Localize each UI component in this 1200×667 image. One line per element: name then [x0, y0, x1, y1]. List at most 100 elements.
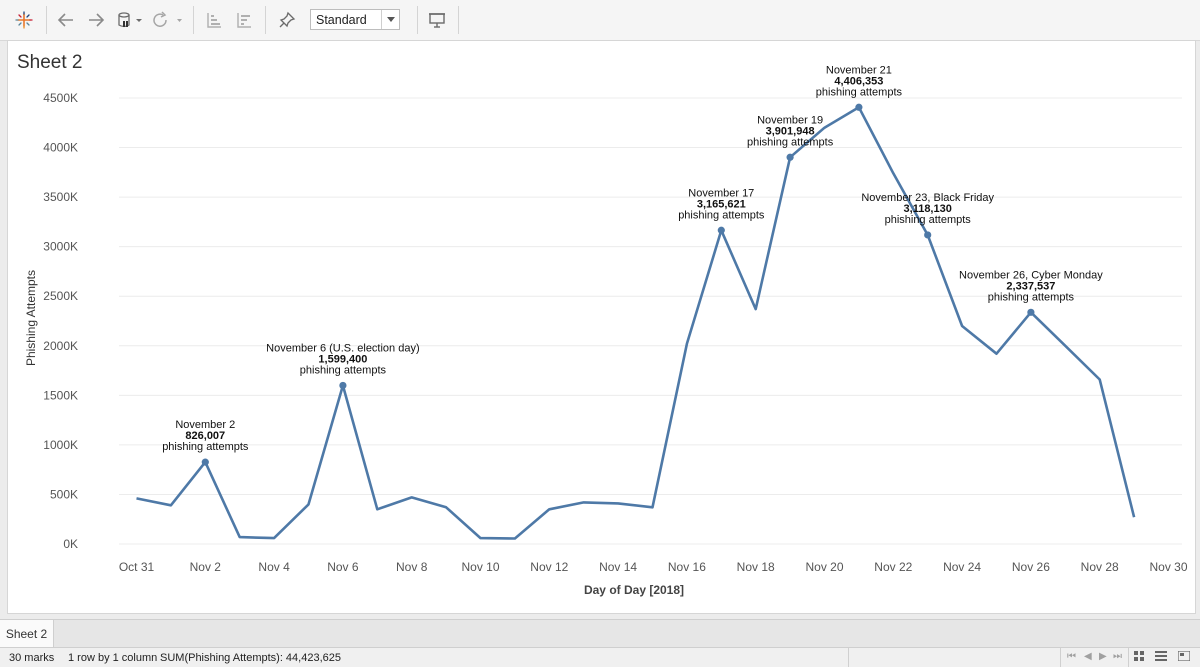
annotated-point[interactable] [855, 103, 863, 111]
annotation-label: 2,337,537 [1006, 280, 1055, 292]
x-tick-label: Nov 18 [737, 560, 775, 574]
data-point[interactable] [1097, 376, 1103, 382]
status-sum: SUM(Phishing Attempts): 44,423,625 [160, 652, 341, 664]
thumbnail-view-icon[interactable] [1177, 650, 1191, 664]
data-point[interactable] [994, 351, 1000, 357]
data-point[interactable] [1131, 514, 1137, 520]
data-point[interactable] [581, 499, 587, 505]
annotated-point[interactable] [786, 153, 794, 161]
annotation-label: phishing attempts [885, 214, 972, 226]
tableau-logo-icon[interactable] [12, 8, 36, 32]
y-axis: 0K 500K 1000K 1500K 2000K 2500K 3000K 3500K 4000… [43, 91, 78, 551]
data-point[interactable] [237, 534, 243, 540]
x-tick-label: Nov 20 [805, 560, 843, 574]
y-tick-label: 1000K [43, 438, 78, 452]
x-tick-label: Oct 31 [119, 560, 155, 574]
annotation-label: phishing attempts [162, 441, 249, 453]
annotation-label: phishing attempts [747, 136, 834, 148]
data-point[interactable] [374, 506, 380, 512]
annotation-label: 1,599,400 [318, 353, 367, 365]
x-tick-label: Nov 2 [190, 560, 222, 574]
annotated-point[interactable] [339, 381, 347, 390]
x-tick-label: Nov 14 [599, 560, 637, 574]
first-page-icon[interactable]: ⏮ [1067, 651, 1076, 662]
status-layout: 1 row by 1 column [68, 652, 158, 664]
chevron-down-icon [381, 10, 399, 29]
sort-descending-icon[interactable] [233, 8, 255, 32]
chart-series [134, 106, 1137, 542]
annotated-point[interactable] [201, 458, 209, 466]
annotation-label: 4,406,353 [834, 75, 883, 87]
fit-mode-select[interactable]: Standard [310, 9, 400, 30]
annotated-point[interactable] [1027, 308, 1035, 316]
pin-icon[interactable] [276, 8, 298, 32]
tab-sheet-2[interactable]: Sheet 2 [0, 620, 54, 648]
list-view-icon[interactable] [1155, 651, 1167, 664]
x-tick-label: Nov 22 [874, 560, 912, 574]
x-tick-label: Nov 30 [1149, 560, 1187, 574]
data-point[interactable] [512, 536, 518, 542]
annotated-point[interactable] [717, 226, 725, 234]
data-point[interactable] [478, 535, 484, 541]
annotation-label: phishing attempts [678, 209, 765, 221]
annotated-point[interactable] [924, 231, 932, 239]
y-tick-label: 2000K [43, 339, 78, 353]
next-page-icon[interactable]: ▶ [1099, 651, 1107, 662]
x-tick-label: Nov 24 [943, 560, 981, 574]
annotation-label: November 2 [175, 419, 235, 431]
data-point[interactable] [890, 170, 896, 176]
data-point[interactable] [684, 341, 690, 347]
status-bar: 30 marks 1 row by 1 column SUM(Phishing … [0, 647, 1200, 667]
data-point[interactable] [615, 500, 621, 506]
annotation-label: November 26, Cyber Monday [959, 269, 1103, 281]
data-point[interactable] [409, 494, 415, 500]
status-marks: 30 marks [9, 652, 55, 664]
y-tick-label: 500K [50, 487, 78, 501]
data-point[interactable] [134, 495, 140, 501]
presentation-icon[interactable] [426, 8, 448, 32]
back-arrow-icon[interactable] [55, 8, 77, 32]
data-point[interactable] [306, 501, 312, 507]
x-tick-label: Nov 6 [327, 560, 359, 574]
y-tick-label: 0K [63, 537, 78, 551]
last-page-icon[interactable]: ⏭ [1113, 651, 1122, 662]
refresh-icon[interactable] [150, 8, 184, 32]
x-tick-label: Nov 26 [1012, 560, 1050, 574]
data-point[interactable] [959, 323, 965, 329]
data-point[interactable] [546, 506, 552, 512]
annotation-label: November 6 (U.S. election day) [266, 342, 419, 354]
data-point[interactable] [650, 504, 656, 510]
x-axis-label: Day of Day [2018] [584, 583, 684, 597]
annotation-label: phishing attempts [300, 364, 387, 376]
annotation-label: 3,165,621 [697, 198, 746, 210]
fit-mode-label: Standard [316, 13, 367, 27]
annotation-label: November 17 [688, 187, 754, 199]
data-point[interactable] [271, 535, 277, 541]
forward-arrow-icon[interactable] [85, 8, 107, 32]
annotation-label: phishing attempts [988, 291, 1075, 303]
data-point[interactable] [753, 306, 759, 312]
data-point[interactable] [443, 504, 449, 510]
line-chart[interactable]: 0K 500K 1000K 1500K 2000K 2500K 3000K 3500K 4000… [0, 0, 1200, 620]
chart-gridlines [119, 97, 1182, 545]
y-tick-label: 4000K [43, 141, 78, 155]
annotation-label: November 23, Black Friday [861, 192, 994, 204]
y-tick-label: 3000K [43, 240, 78, 254]
y-axis-label: Phishing Attempts [24, 270, 38, 366]
series-line[interactable] [136, 106, 1136, 540]
grid-view-icon[interactable] [1134, 651, 1144, 664]
y-tick-label: 4500K [43, 91, 78, 105]
x-tick-label: Nov 12 [530, 560, 568, 574]
x-tick-label: Nov 28 [1081, 560, 1119, 574]
y-tick-label: 3500K [43, 190, 78, 204]
annotation-label: phishing attempts [816, 86, 903, 98]
x-axis: Oct 31 Nov 2 Nov 4 Nov 6 Nov 8 Nov 10 Nov 12 No… [119, 560, 1188, 574]
datasource-icon[interactable] [114, 8, 144, 32]
sort-ascending-icon[interactable] [203, 8, 225, 32]
sheet-title: Sheet 2 [17, 52, 83, 73]
prev-page-icon[interactable]: ◀ [1084, 651, 1092, 662]
annotation-label: 3,901,948 [766, 125, 815, 137]
data-point[interactable] [1062, 343, 1068, 349]
data-point[interactable] [168, 502, 174, 508]
